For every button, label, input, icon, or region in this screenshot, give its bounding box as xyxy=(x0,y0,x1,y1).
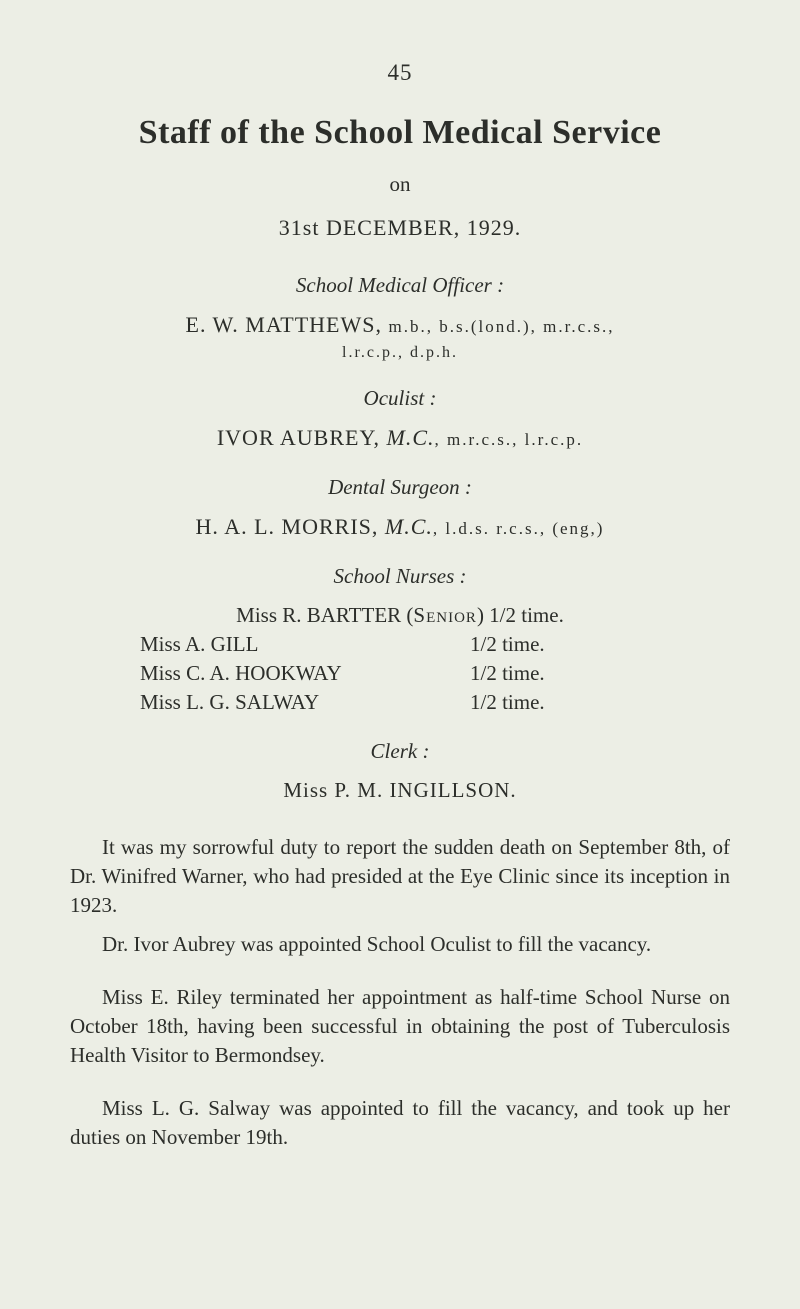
dental-surgeon-name: H. A. L. MORRIS, M.C., l.d.s. r.c.s., (e… xyxy=(70,514,730,540)
nurse-name: Miss C. A. HOOKWAY xyxy=(140,661,470,686)
nurse-senior-suffix: ) 1/2 time. xyxy=(477,603,564,628)
clerk-section: Clerk : Miss P. M. INGILLSON. xyxy=(70,739,730,803)
paragraph-gap xyxy=(70,969,730,983)
clerk-label: Clerk : xyxy=(70,739,730,764)
dental-surgeon-section: Dental Surgeon : H. A. L. MORRIS, M.C., … xyxy=(70,475,730,540)
body-paragraph: Miss L. G. Salway was appointed to fill … xyxy=(70,1094,730,1152)
school-medical-officer-name: E. W. MATTHEWS, m.b., b.s.(lond.), m.r.c… xyxy=(70,312,730,338)
school-medical-officer-credentials: l.r.c.p., d.p.h. xyxy=(70,344,730,362)
nurse-list: Miss A. GILL1/2 time.Miss C. A. HOOKWAY1… xyxy=(70,632,730,715)
nurse-time: 1/2 time. xyxy=(470,661,630,686)
page-number: 45 xyxy=(70,60,730,86)
dental-surgeon-italic: M.C. xyxy=(385,514,433,539)
nurse-time: 1/2 time. xyxy=(470,690,630,715)
oculist-name-italic: M.C. xyxy=(387,425,435,450)
school-nurses-section: School Nurses : Miss R. BARTTER (Senior)… xyxy=(70,564,730,715)
oculist-section: Oculist : IVOR AUBREY, M.C., m.r.c.s., l… xyxy=(70,386,730,451)
nurse-senior-caps: Senior xyxy=(413,603,477,628)
nurse-name: Miss L. G. SALWAY xyxy=(140,690,470,715)
nurse-name: Miss A. GILL xyxy=(140,632,470,657)
oculist-credentials: , m.r.c.s., l.r.c.p. xyxy=(435,430,584,449)
dental-surgeon-credentials: , l.d.s. r.c.s., (eng,) xyxy=(433,519,605,538)
oculist-label: Oculist : xyxy=(70,386,730,411)
nurse-time: 1/2 time. xyxy=(470,632,630,657)
nurse-row: Miss A. GILL1/2 time. xyxy=(140,632,660,657)
school-nurses-label: School Nurses : xyxy=(70,564,730,589)
dental-surgeon-prefix: H. A. L. MORRIS, xyxy=(196,514,385,539)
nurse-row: Miss L. G. SALWAY1/2 time. xyxy=(140,690,660,715)
on-subtitle: on xyxy=(70,172,730,197)
officer-name-text: E. W. MATTHEWS, xyxy=(186,312,389,337)
body-paragraph: Dr. Ivor Aubrey was appointed School Ocu… xyxy=(70,930,730,959)
oculist-name: IVOR AUBREY, M.C., m.r.c.s., l.r.c.p. xyxy=(70,425,730,451)
oculist-name-prefix: IVOR AUBREY, xyxy=(217,425,387,450)
nurse-row: Miss C. A. HOOKWAY1/2 time. xyxy=(140,661,660,686)
body-text: It was my sorrowful duty to report the s… xyxy=(70,833,730,1152)
paragraph-gap xyxy=(70,1080,730,1094)
body-paragraph: Miss E. Riley terminated her appointment… xyxy=(70,983,730,1070)
school-medical-officer-label: School Medical Officer : xyxy=(70,273,730,298)
nurse-senior-row: Miss R. BARTTER (Senior) 1/2 time. xyxy=(70,603,730,628)
dental-surgeon-label: Dental Surgeon : xyxy=(70,475,730,500)
clerk-name: Miss P. M. INGILLSON. xyxy=(70,778,730,803)
officer-credentials-inline: m.b., b.s.(lond.), m.r.c.s., xyxy=(389,317,615,336)
date-line: 31st DECEMBER, 1929. xyxy=(70,215,730,241)
main-title: Staff of the School Medical Service xyxy=(70,114,730,152)
school-medical-officer-section: School Medical Officer : E. W. MATTHEWS,… xyxy=(70,273,730,362)
document-page: 45 Staff of the School Medical Service o… xyxy=(0,0,800,1212)
body-paragraph: It was my sorrowful duty to report the s… xyxy=(70,833,730,920)
nurse-senior-prefix: Miss R. BARTTER ( xyxy=(236,603,413,628)
